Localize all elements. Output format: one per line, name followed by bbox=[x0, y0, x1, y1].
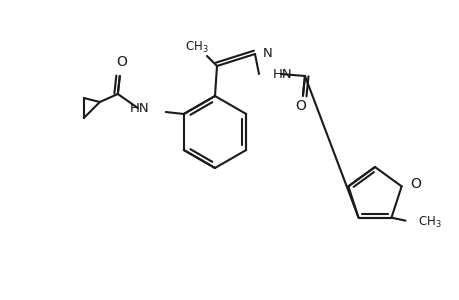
Text: O: O bbox=[295, 99, 306, 113]
Text: N: N bbox=[263, 46, 272, 59]
Text: CH$_3$: CH$_3$ bbox=[418, 215, 441, 230]
Text: HN: HN bbox=[272, 68, 292, 80]
Text: O: O bbox=[116, 55, 127, 69]
Text: CH$_3$: CH$_3$ bbox=[185, 40, 208, 55]
Text: HN: HN bbox=[130, 101, 150, 115]
Text: O: O bbox=[410, 177, 420, 191]
